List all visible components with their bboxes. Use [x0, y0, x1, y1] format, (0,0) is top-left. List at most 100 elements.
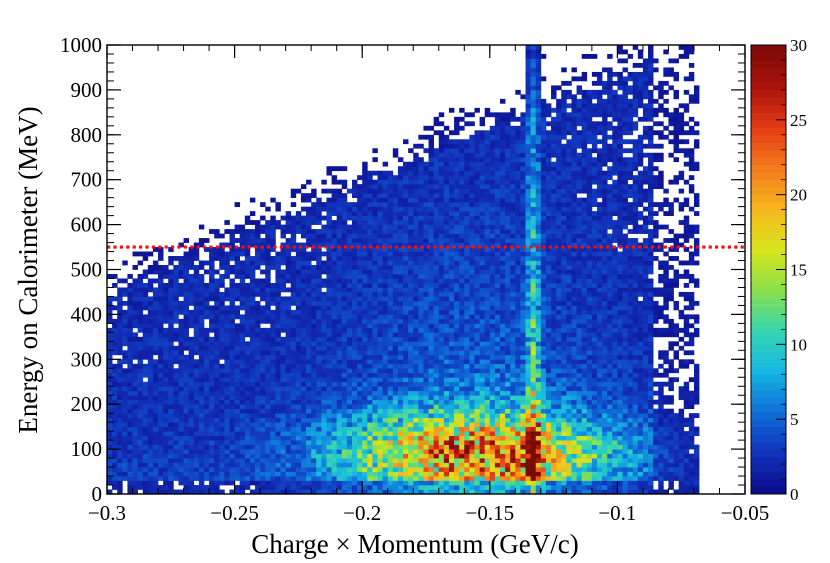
heatmap-cell — [260, 363, 266, 369]
heatmap-cell — [464, 404, 470, 410]
heatmap-cell — [255, 229, 261, 234]
heatmap-cell — [382, 336, 389, 342]
heatmap-cell — [469, 467, 475, 472]
heatmap-cell — [163, 431, 169, 436]
heatmap-cell — [454, 130, 460, 136]
heatmap-cell — [249, 350, 256, 356]
heatmap-cell — [117, 377, 123, 383]
heatmap-cell — [484, 449, 491, 454]
heatmap-cell — [219, 273, 225, 279]
heatmap-cell — [464, 202, 470, 207]
heatmap-cell — [224, 318, 230, 324]
heatmap-cell — [403, 462, 409, 468]
heatmap-cell — [188, 291, 195, 297]
heatmap-cell — [403, 489, 409, 495]
heatmap-cell — [469, 256, 475, 261]
heatmap-cell — [224, 417, 230, 423]
heatmap-cell — [392, 148, 399, 154]
heatmap-cell — [443, 395, 450, 401]
heatmap-cell — [316, 197, 322, 203]
heatmap-cell — [316, 229, 322, 234]
heatmap-cell — [239, 435, 246, 441]
heatmap-cell — [448, 197, 455, 203]
heatmap-cell — [443, 287, 450, 293]
heatmap-cell — [433, 458, 440, 463]
heatmap-cell — [464, 260, 470, 266]
heatmap-cell — [403, 220, 409, 225]
heatmap-cell — [107, 476, 113, 481]
heatmap-cell — [265, 390, 271, 396]
heatmap-cell — [438, 291, 445, 297]
heatmap-cell — [474, 179, 480, 185]
heatmap-cell — [107, 431, 113, 436]
heatmap-cell — [147, 336, 154, 342]
heatmap-cell — [290, 296, 297, 302]
heatmap-cell — [341, 462, 348, 468]
heatmap-cell — [306, 332, 312, 338]
heatmap-cell — [459, 229, 465, 234]
heatmap-cell — [479, 206, 486, 212]
heatmap-cell — [260, 422, 266, 427]
heatmap-cell — [367, 305, 373, 311]
heatmap-cell — [346, 359, 353, 365]
heatmap-cell — [443, 247, 450, 252]
heatmap-cell — [403, 359, 409, 365]
heatmap-cell — [127, 282, 133, 288]
heatmap-cell — [433, 282, 440, 288]
heatmap-cell — [428, 193, 434, 199]
heatmap-cell — [423, 354, 429, 360]
heatmap-cell — [244, 413, 251, 419]
heatmap-cell — [183, 408, 190, 414]
heatmap-cell — [198, 422, 205, 427]
heatmap-cell — [163, 354, 169, 360]
heatmap-cell — [464, 309, 470, 315]
heatmap-cell — [403, 408, 409, 414]
heatmap-cell — [428, 184, 434, 190]
heatmap-cell — [239, 426, 246, 432]
heatmap-cell — [203, 314, 210, 320]
heatmap-cell — [397, 390, 404, 396]
heatmap-cell — [362, 287, 368, 293]
heatmap-cell — [321, 426, 327, 432]
heatmap-cell — [408, 179, 414, 185]
heatmap-cell — [387, 188, 394, 194]
heatmap-cell — [311, 408, 317, 414]
heatmap-cell — [326, 449, 332, 454]
heatmap-cell — [459, 372, 465, 378]
heatmap-cell — [244, 422, 251, 427]
heatmap-cell — [255, 390, 261, 396]
heatmap-cell — [454, 197, 460, 203]
heatmap-cell — [306, 242, 312, 248]
heatmap-cell — [423, 309, 429, 315]
heatmap-cell — [357, 251, 363, 257]
heatmap-cell — [300, 426, 307, 432]
heatmap-cell — [500, 251, 506, 257]
heatmap-cell — [382, 489, 389, 495]
heatmap-cell — [132, 390, 138, 396]
heatmap-cell — [193, 350, 200, 356]
heatmap-cell — [229, 314, 235, 320]
heatmap-cell — [137, 327, 144, 333]
heatmap-cell — [341, 435, 348, 441]
heatmap-cell — [234, 471, 241, 477]
heatmap-cell — [152, 359, 159, 365]
heatmap-cell — [418, 390, 424, 396]
heatmap-cell — [270, 291, 276, 297]
heatmap-cell — [454, 471, 460, 477]
heatmap-cell — [382, 462, 389, 468]
heatmap-cell — [331, 426, 338, 432]
heatmap-cell — [372, 440, 378, 445]
heatmap-cell — [372, 265, 378, 270]
heatmap-cell — [158, 251, 164, 257]
heatmap-cell — [244, 368, 251, 374]
heatmap-cell — [137, 260, 144, 266]
heatmap-cell — [173, 440, 179, 445]
heatmap-cell — [454, 179, 460, 185]
heatmap-cell — [321, 422, 327, 427]
heatmap-cell — [270, 462, 276, 468]
heatmap-cell — [428, 381, 434, 387]
heatmap-cell — [377, 211, 383, 216]
heatmap-cell — [209, 287, 215, 293]
heatmap-cell — [290, 386, 297, 392]
heatmap-cell — [158, 458, 164, 463]
